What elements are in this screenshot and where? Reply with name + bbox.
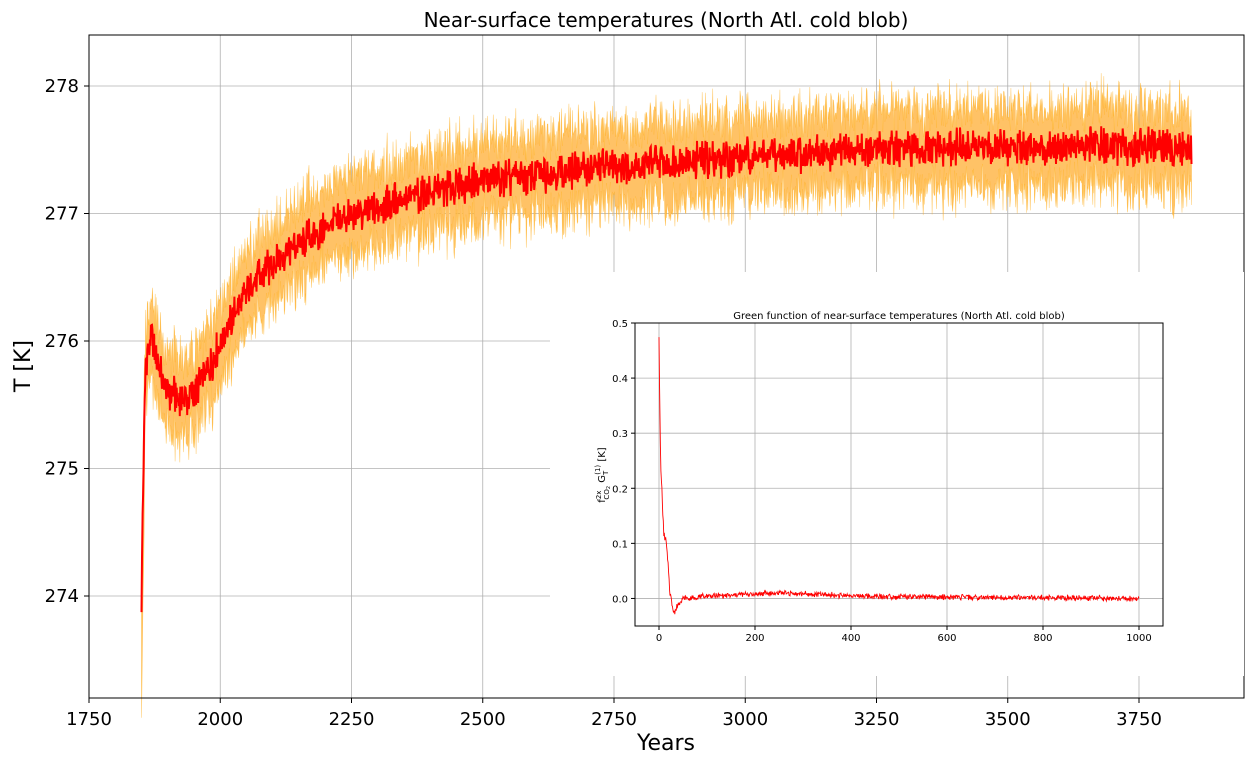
inset-y-tick-label: 0.0 bbox=[612, 594, 628, 605]
inset-y-tick-label: 0.1 bbox=[612, 539, 628, 550]
main-x-tick-label: 2000 bbox=[197, 709, 243, 730]
main-x-axis-label: Years bbox=[636, 731, 695, 756]
inset-chart-title: Green function of near-surface temperatu… bbox=[733, 311, 1065, 322]
inset-y-tick-label: 0.4 bbox=[612, 374, 628, 385]
inset-background bbox=[550, 272, 1244, 676]
inset-y-tick-label: 0.5 bbox=[612, 319, 628, 330]
main-band bbox=[141, 73, 1192, 718]
inset-green-function-line bbox=[658, 337, 1140, 615]
main-x-tick-label: 3750 bbox=[1116, 709, 1162, 730]
main-y-tick-label: 274 bbox=[45, 586, 79, 607]
inset-series bbox=[658, 337, 1140, 615]
inset-plot-frame bbox=[634, 322, 1164, 627]
main-x-tick-label: 2500 bbox=[460, 709, 506, 730]
main-chart-title: Near-surface temperatures (North Atl. co… bbox=[424, 8, 909, 32]
main-series bbox=[140, 126, 1193, 613]
main-mean-line bbox=[140, 126, 1193, 613]
main-chart: 1750 2000 2250 2500 2750 3000 3250 3500 37502742… bbox=[11, 8, 1245, 756]
main-y-tick-label: 278 bbox=[45, 76, 79, 97]
main-confidence-band bbox=[141, 73, 1192, 718]
main-x-tick-label: 3000 bbox=[722, 709, 768, 730]
main-ticks: 1750 2000 2250 2500 2750 3000 3250 3500 37502742… bbox=[45, 76, 1162, 730]
main-x-tick-label: 3250 bbox=[854, 709, 900, 730]
inset-x-tick-label: 400 bbox=[841, 633, 860, 644]
inset-chart: 0 200 400 600 800 1000 0.0 0.1 0.2 0.3 0.4 0.5 Gree… bbox=[550, 272, 1244, 676]
main-y-tick-label: 276 bbox=[45, 331, 79, 352]
inset-ticks: 0 200 400 600 800 1000 0.0 0.1 0.2 0.3 0.4 0.5 bbox=[612, 319, 1152, 644]
inset-y-axis-label: f2xCO2 GT(1) [K] bbox=[594, 447, 612, 503]
inset-y-tick-label: 0.3 bbox=[612, 429, 628, 440]
main-y-tick-label: 275 bbox=[45, 459, 79, 480]
main-x-tick-label: 2750 bbox=[591, 709, 637, 730]
inset-x-tick-label: 600 bbox=[937, 633, 956, 644]
main-x-tick-label: 2250 bbox=[329, 709, 375, 730]
inset-y-tick-label: 0.2 bbox=[612, 484, 628, 495]
inset-x-tick-label: 200 bbox=[745, 633, 764, 644]
main-y-tick-label: 277 bbox=[45, 204, 79, 225]
main-y-axis-label: T [K] bbox=[11, 340, 36, 393]
inset-x-tick-label: 800 bbox=[1033, 633, 1052, 644]
inset-x-tick-label: 0 bbox=[656, 633, 662, 644]
main-x-tick-label: 3500 bbox=[985, 709, 1031, 730]
inset-x-tick-label: 1000 bbox=[1126, 633, 1151, 644]
main-x-tick-label: 1750 bbox=[66, 709, 112, 730]
